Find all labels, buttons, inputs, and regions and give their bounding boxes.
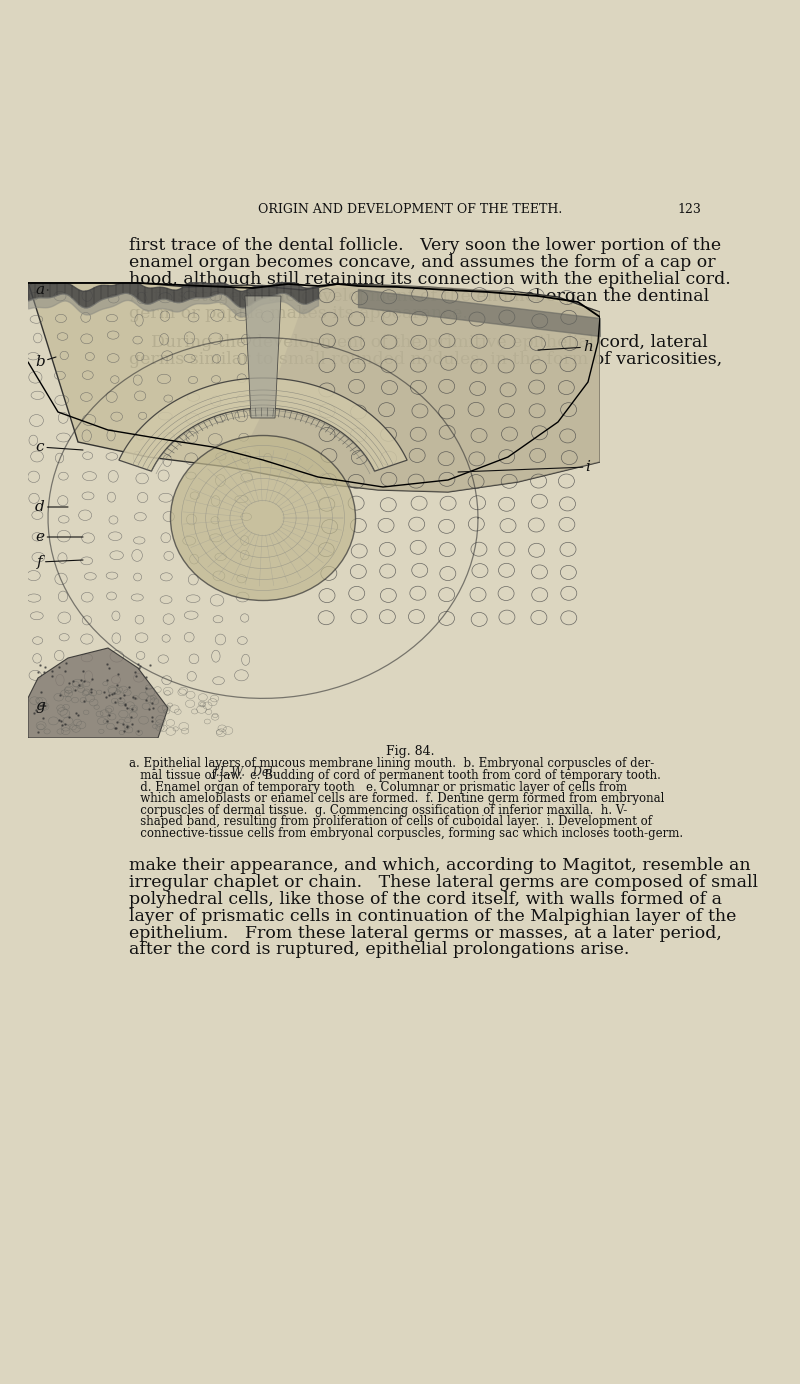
Text: enamel organ becomes concave, and assumes the form of a cap or: enamel organ becomes concave, and assume… (130, 253, 716, 271)
Text: d. Enamel organ of temporary tooth   e. Columnar or prismatic layer of cells fro: d. Enamel organ of temporary tooth e. Co… (130, 781, 627, 793)
Text: Fig. 84.: Fig. 84. (386, 745, 434, 758)
Text: epithelium.   From these lateral germs or masses, at a later period,: epithelium. From these lateral germs or … (130, 925, 722, 941)
Text: shaped band, resulting from proliferation of cells of cuboidal layer.  i. Develo: shaped band, resulting from proliferatio… (130, 815, 653, 828)
Text: During the development of the primitive epithelial cord, lateral: During the development of the primitive … (130, 334, 708, 352)
Text: irregular chaplet or chain.   These lateral germs are composed of small: irregular chaplet or chain. These latera… (130, 873, 758, 891)
Text: corpuscles of dermal tissue.  g. Commencing ossification of inferior maxilla.  h: corpuscles of dermal tissue. g. Commenci… (130, 804, 628, 817)
Polygon shape (28, 282, 600, 491)
Text: connective-tissue cells from embryonal corpuscles, forming sac which incloses to: connective-tissue cells from embryonal c… (130, 826, 683, 840)
Text: hood, although still retaining its connection with the epithelial cord.: hood, although still retaining its conne… (130, 271, 731, 288)
Text: f: f (37, 555, 83, 569)
Text: At this stage in the development of the enamel organ the dentinal: At this stage in the development of the … (130, 288, 710, 304)
Text: e: e (35, 530, 83, 544)
Text: first trace of the dental follicle.   Very soon the lower portion of the: first trace of the dental follicle. Very… (130, 237, 722, 253)
Text: layer of prismatic cells in continuation of the Malpighian layer of the: layer of prismatic cells in continuation… (130, 908, 737, 925)
Text: germs similar to small rounded nodules, in the form of varicosities,: germs similar to small rounded nodules, … (130, 352, 722, 368)
Ellipse shape (170, 436, 355, 601)
Text: a: a (35, 282, 48, 298)
Polygon shape (28, 648, 168, 738)
Text: c: c (36, 440, 83, 454)
Polygon shape (119, 378, 407, 471)
Text: d: d (35, 500, 68, 513)
Polygon shape (248, 285, 600, 491)
Text: polyhedral cells, like those of the cord itself, with walls formed of a: polyhedral cells, like those of the cord… (130, 891, 722, 908)
Text: after the cord is ruptured, epithelial prolongations arise.: after the cord is ruptured, epithelial p… (130, 941, 630, 959)
Text: make their appearance, and which, according to Magitot, resemble an: make their appearance, and which, accord… (130, 857, 751, 873)
Text: ⁠germ or papilla makes its appearance.: ⁠germ or papilla makes its appearance. (130, 304, 468, 321)
Text: 123: 123 (678, 203, 702, 216)
Text: h: h (538, 340, 593, 354)
Text: b: b (35, 356, 56, 370)
Text: which ameloblasts or enamel cells are formed.  f. Dentine germ formed from embry: which ameloblasts or enamel cells are fo… (130, 792, 665, 805)
Polygon shape (245, 296, 281, 418)
Text: J.L.W.  Del.: J.L.W. Del. (213, 765, 278, 779)
Text: mal tissue of jaw.  c. Budding of cord of permanent tooth from cord of temporary: mal tissue of jaw. c. Budding of cord of… (130, 770, 662, 782)
Text: g: g (35, 699, 46, 713)
Text: a. Epithelial layers of mucous membrane lining mouth.  b. Embryonal corpuscles o: a. Epithelial layers of mucous membrane … (130, 757, 654, 771)
Text: i: i (458, 459, 590, 473)
Text: ORIGIN AND DEVELOPMENT OF THE TEETH.: ORIGIN AND DEVELOPMENT OF THE TEETH. (258, 203, 562, 216)
